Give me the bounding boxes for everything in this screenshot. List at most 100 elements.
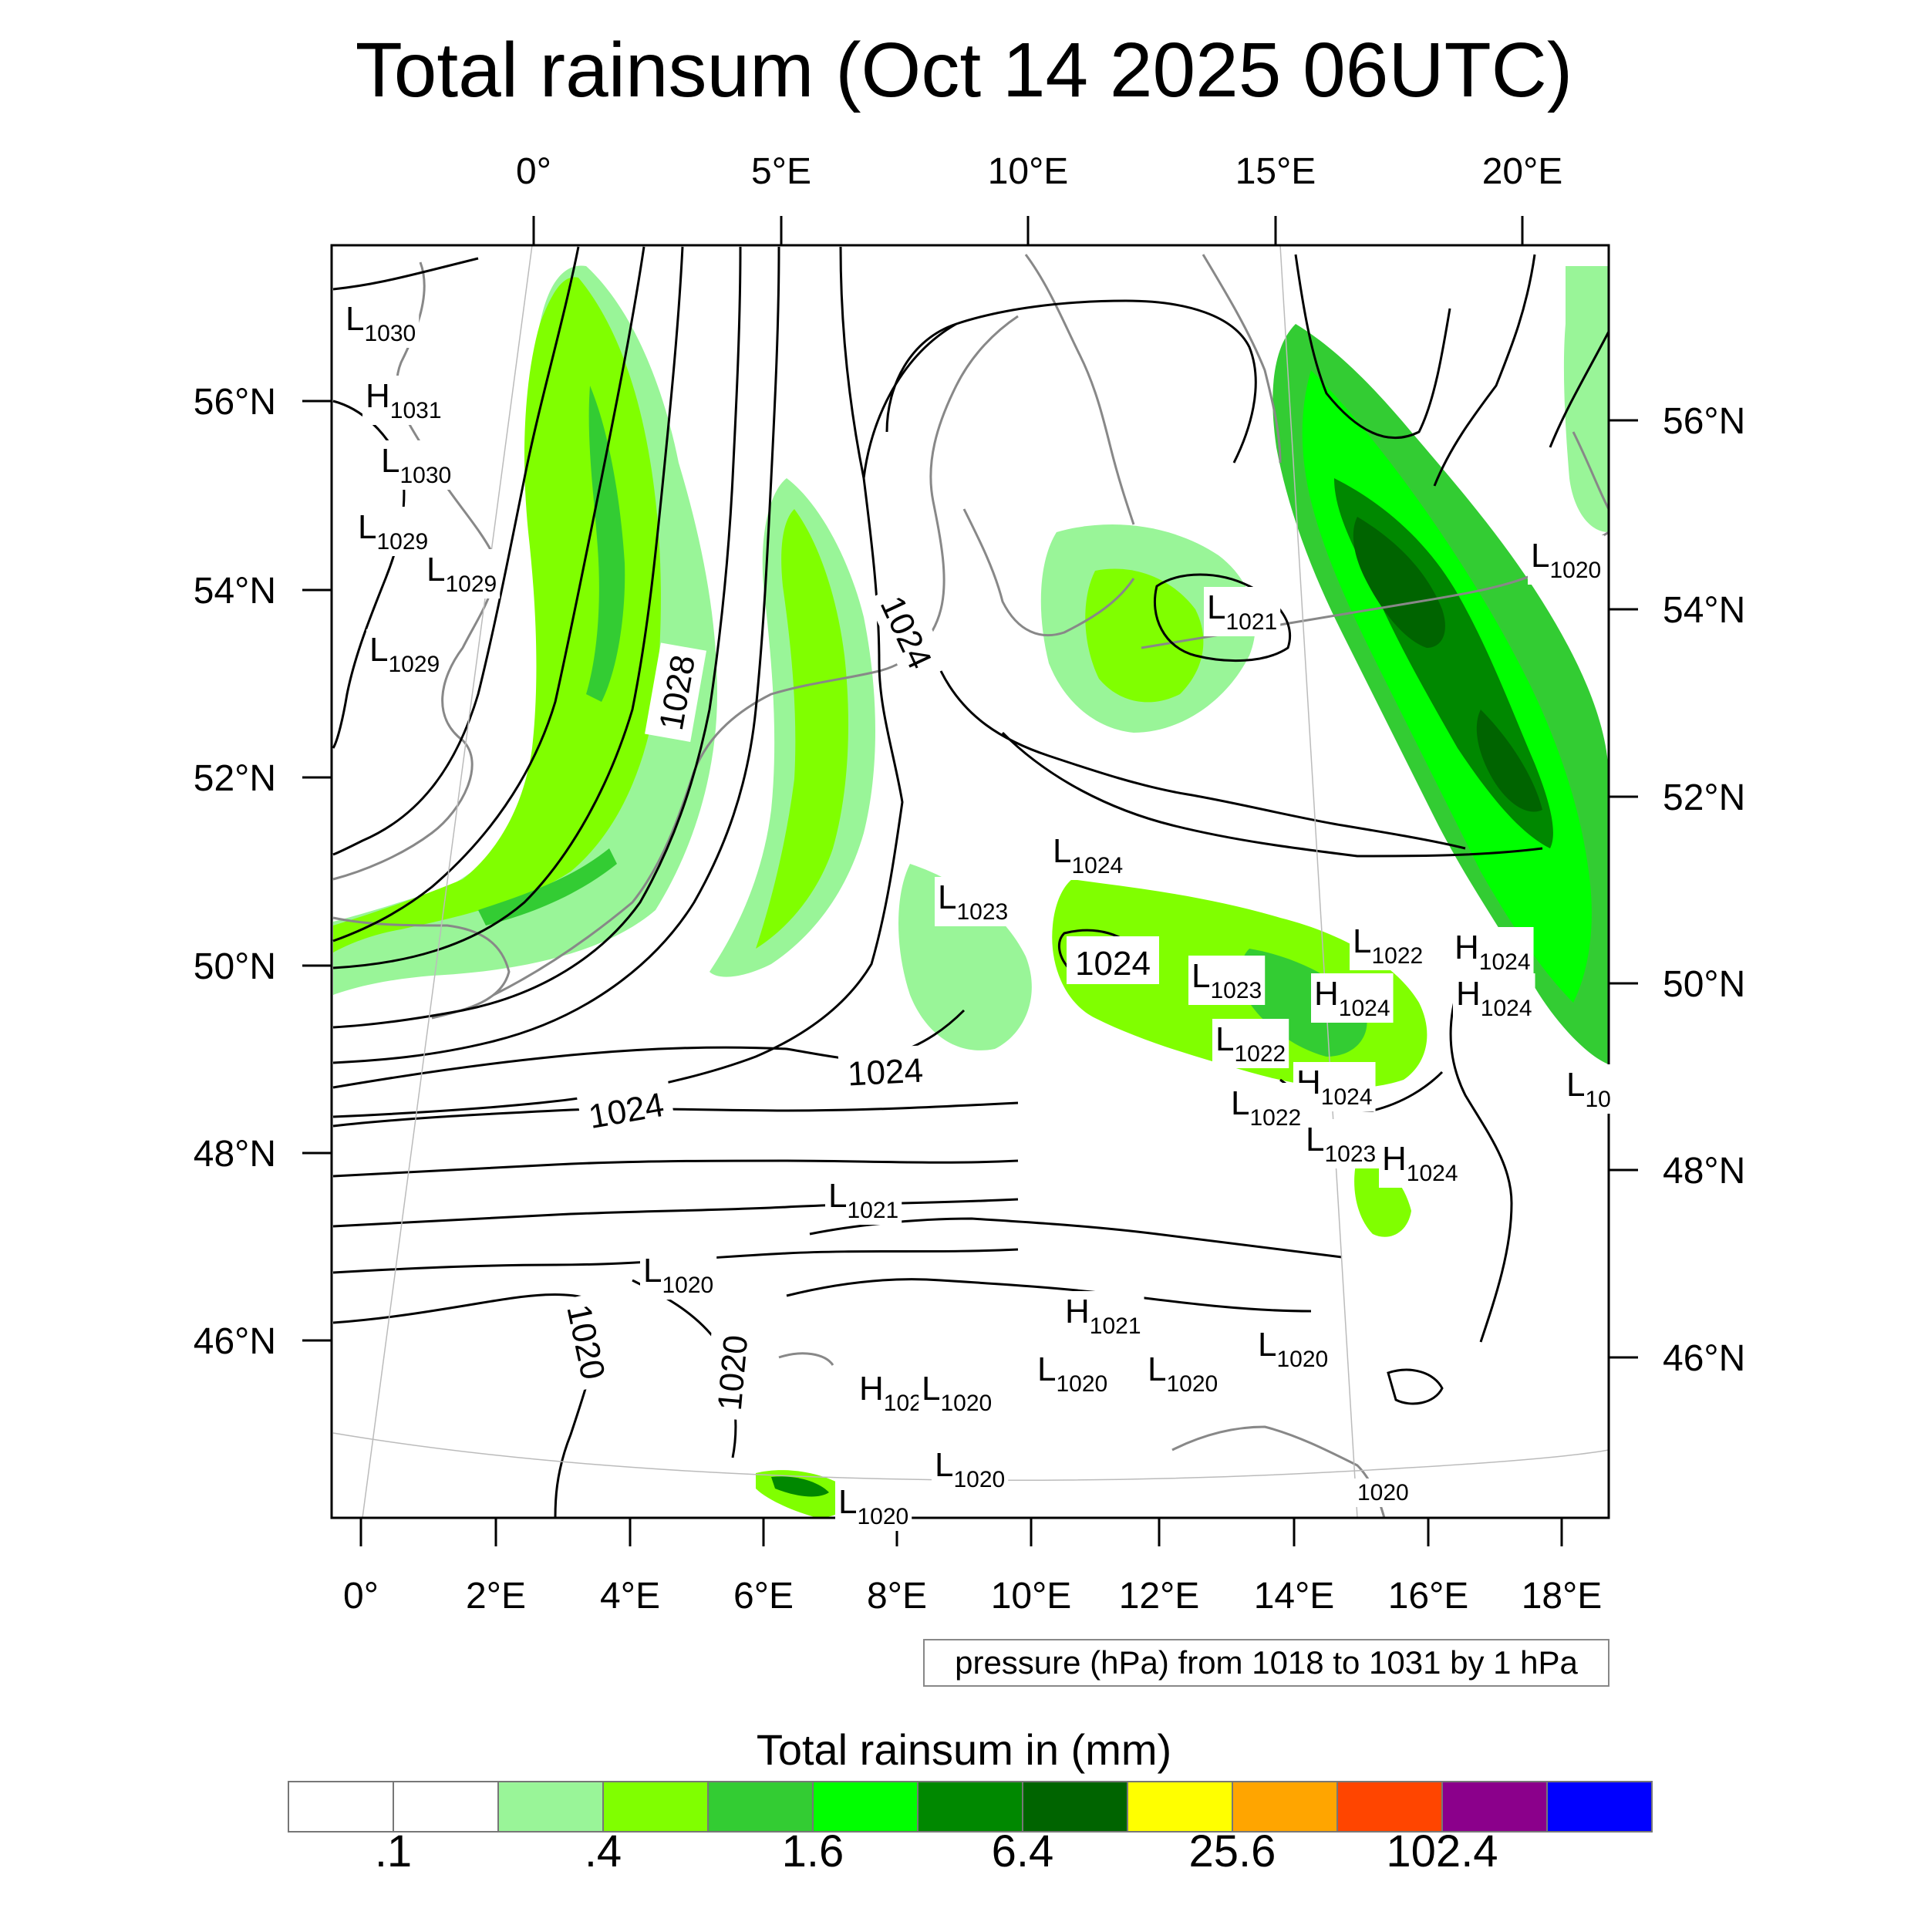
bottom-tick-label: 4°E bbox=[600, 1576, 660, 1617]
pressure-system-type: L bbox=[1231, 1084, 1249, 1122]
pressure-system-label-bg bbox=[1034, 1349, 1111, 1398]
pressure-system-value: 10 bbox=[1585, 1087, 1610, 1112]
colorbar-title: Total rainsum in (mm) bbox=[757, 1725, 1171, 1774]
pressure-system-label-bg bbox=[1528, 535, 1605, 585]
low-pressure-marker: L1023 bbox=[935, 877, 1012, 926]
bottom-tick-label: 18°E bbox=[1522, 1576, 1603, 1617]
coastline-sweden bbox=[1024, 254, 1135, 525]
isobar-s2 bbox=[332, 1159, 1019, 1178]
pressure-system-type: L bbox=[838, 1483, 857, 1521]
isobar-east-2 bbox=[1001, 731, 1543, 858]
bottom-tick-label: 14°E bbox=[1254, 1576, 1335, 1617]
low-pressure-marker: L1024 bbox=[1050, 831, 1127, 880]
low-pressure-marker: L1021 bbox=[1204, 587, 1281, 636]
pressure-system-type: L bbox=[426, 551, 445, 588]
isobar-center-loop bbox=[885, 299, 1257, 464]
low-pressure-marker: L1029 bbox=[355, 507, 432, 556]
low-pressure-marker: L1023 bbox=[1303, 1119, 1380, 1168]
pressure-note-text: pressure (hPa) from 1018 to 1031 by 1 hP… bbox=[955, 1644, 1578, 1681]
pressure-system-value: 1030 bbox=[364, 321, 416, 346]
contour-label-1020-a: 1020 bbox=[555, 1291, 620, 1392]
pressure-system-value: 1023 bbox=[956, 899, 1008, 925]
pressure-system-type: L bbox=[1037, 1350, 1056, 1388]
right-tick-label: 50°N bbox=[1663, 964, 1745, 1005]
colorbar-swatch bbox=[1022, 1781, 1128, 1833]
left-tick-label: 54°N bbox=[194, 571, 276, 612]
bottom-longitude-labels: 0° 2°E 4°E 6°E 8°E 10°E 12°E 14°E 16°E 1… bbox=[343, 1576, 1602, 1617]
contour-labels: 1028 1024 1024 1024 1024 1020 1020 bbox=[555, 580, 1159, 1421]
top-tick-label: 10°E bbox=[988, 151, 1069, 192]
pressure-system-label-bg bbox=[1255, 1324, 1332, 1374]
pressure-system-label-bg bbox=[1144, 1349, 1222, 1398]
right-tick-label: 48°N bbox=[1663, 1151, 1745, 1192]
pressure-system-type: L bbox=[1192, 957, 1210, 995]
top-tick-label: 20°E bbox=[1482, 151, 1563, 192]
pressure-system-type: L bbox=[1215, 1020, 1234, 1058]
pressure-system-label: L1029 bbox=[358, 508, 428, 555]
pressure-system-type: L bbox=[643, 1252, 662, 1290]
pressure-system-label-bg bbox=[355, 507, 432, 556]
right-tick-label: 54°N bbox=[1663, 590, 1745, 631]
left-tick-label: 50°N bbox=[194, 946, 276, 987]
rain-band-west-core bbox=[586, 386, 625, 702]
bottom-tick-label: 10°E bbox=[991, 1576, 1072, 1617]
contour-label-bg bbox=[867, 580, 949, 684]
pressure-system-label-bg bbox=[835, 1482, 912, 1531]
isobar-west-lows bbox=[332, 400, 406, 749]
pressure-system-value: 1031 bbox=[390, 398, 442, 423]
map-area bbox=[330, 244, 1610, 1519]
pressure-system-label: L1020 bbox=[1148, 1350, 1218, 1397]
colorbar-tick-label: 25.6 bbox=[1189, 1826, 1276, 1876]
pressure-system-type: L bbox=[1306, 1121, 1324, 1158]
contour-label-bg bbox=[838, 1044, 933, 1097]
bottom-tick-label: 12°E bbox=[1119, 1576, 1200, 1617]
pressure-system-label-bg bbox=[1303, 1119, 1380, 1168]
low-pressure-marker: L1021 bbox=[825, 1175, 902, 1225]
pressure-system-type: H bbox=[1454, 929, 1479, 966]
left-tick-label: 46°N bbox=[194, 1321, 276, 1362]
pressure-system-type: L bbox=[1531, 537, 1549, 575]
contour-label-1024-c: 1024 bbox=[838, 1044, 933, 1097]
colorbar bbox=[288, 1781, 1653, 1833]
pressure-system-label-bg bbox=[366, 629, 443, 679]
pressure-system-label-bg bbox=[640, 1250, 717, 1300]
pressure-system-label: L1022 bbox=[1353, 922, 1423, 969]
contour-label-1024-d: 1024 bbox=[576, 1078, 676, 1140]
pressure-system-label-bg bbox=[1451, 927, 1534, 976]
isobars bbox=[332, 246, 1610, 1519]
high-pressure-marker: H1024 bbox=[1453, 973, 1535, 1023]
pressure-system-type: H bbox=[1065, 1293, 1090, 1330]
pressure-system-label: L1020 bbox=[838, 1483, 908, 1529]
isobar-w3 bbox=[332, 246, 684, 969]
low-pressure-marker: L1020 bbox=[1034, 1349, 1111, 1398]
pressure-system-value: 1021 bbox=[1090, 1313, 1141, 1339]
pressure-system-label-bg bbox=[856, 1368, 925, 1418]
pressure-system-label: L1020 bbox=[935, 1446, 1005, 1492]
low-pressure-marker: L1020 bbox=[1255, 1324, 1332, 1374]
top-longitude-labels: 0° 5°E 10°E 15°E 20°E bbox=[516, 151, 1562, 192]
pressure-system-label: L1021 bbox=[828, 1177, 898, 1223]
contour-label-text: 1024 bbox=[1075, 945, 1151, 983]
contour-label-bg bbox=[576, 1078, 676, 1140]
colorbar-swatch bbox=[707, 1781, 814, 1833]
pressure-system-label-bg bbox=[935, 877, 1012, 926]
colorbar-swatch bbox=[812, 1781, 918, 1833]
pressure-system-value: 1020 bbox=[1276, 1347, 1328, 1372]
pressure-system-value: 1020 bbox=[1549, 558, 1601, 583]
isobar-east-s1 bbox=[1449, 971, 1513, 1343]
pressure-system-value: 1022 bbox=[1234, 1041, 1286, 1067]
colorbar-swatch bbox=[393, 1781, 499, 1833]
rain-shading bbox=[333, 265, 1609, 1518]
low-pressure-marker: 1020 bbox=[1354, 1479, 1412, 1507]
right-latitude-labels: 56°N 54°N 52°N 50°N 48°N 46°N bbox=[1663, 401, 1745, 1379]
rain-band-east-max bbox=[1353, 517, 1445, 648]
right-tick-label: 46°N bbox=[1663, 1338, 1745, 1379]
high-pressure-marker: H1024 bbox=[1311, 973, 1394, 1023]
pressure-system-value: 1024 bbox=[1481, 996, 1532, 1021]
coastline-denmark bbox=[962, 508, 1135, 637]
isobar-w5 bbox=[332, 246, 780, 1064]
bottom-tick-label: 8°E bbox=[867, 1576, 927, 1617]
low-pressure-marker: L1020 bbox=[932, 1445, 1009, 1494]
pressure-system-label-bg bbox=[1354, 1479, 1412, 1507]
pressure-note-box bbox=[923, 1639, 1609, 1687]
